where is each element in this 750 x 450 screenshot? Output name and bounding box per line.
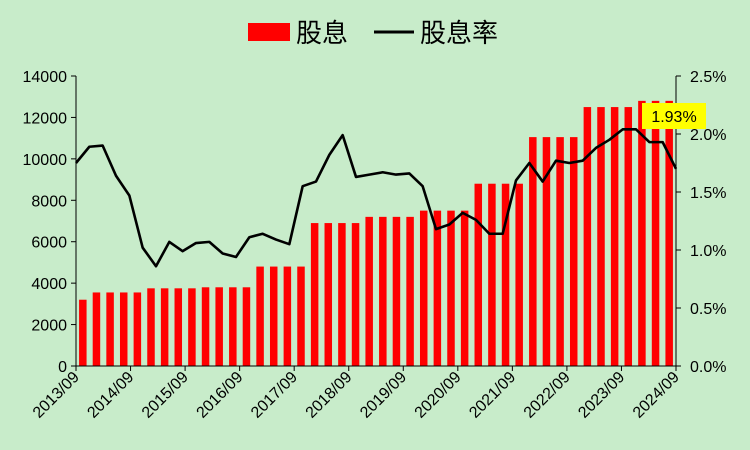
dividend-bar (515, 183, 523, 366)
x-axis-tick-label: 2022/09 (521, 369, 574, 422)
right-axis-tick-label: 1.0% (690, 243, 726, 260)
dividend-bar (174, 288, 183, 366)
dividend-bar (651, 100, 660, 367)
left-axis-tick-label: 10000 (23, 152, 68, 169)
right-axis-tick-label: 2.5% (690, 69, 726, 86)
dividend-bar (242, 287, 251, 366)
x-axis-tick-label: 2015/09 (139, 369, 192, 422)
right-axis-tick-labels: 0.0% 0.5% 1.0% 1.5% 2.0% 2.5% (690, 69, 726, 376)
left-axis-tick-label: 8000 (31, 193, 67, 210)
x-axis-tick-label: 2024/09 (630, 369, 683, 422)
legend: 股息 股息率 (248, 19, 498, 49)
x-axis-tick-label: 2018/09 (303, 369, 356, 422)
dividend-bar (624, 107, 633, 366)
dividend-bar (338, 223, 346, 366)
dividend-bar (610, 107, 619, 366)
dividend-bar (256, 266, 264, 366)
dividend-bar (283, 266, 292, 366)
legend-label-dividend: 股息 (296, 19, 348, 49)
dividend-bar (133, 292, 142, 366)
right-axis-tick-label: 0.5% (690, 301, 726, 318)
legend-label-yield: 股息率 (420, 19, 498, 49)
dividend-bar (542, 137, 551, 366)
dividend-bar (106, 292, 114, 366)
dividend-bar (597, 107, 605, 366)
dividend-bar (474, 183, 483, 366)
dividend-bar (160, 288, 169, 366)
dividend-bar (583, 107, 592, 366)
x-axis-tick-label: 2014/09 (84, 369, 137, 422)
right-axis-tick-label: 1.5% (690, 185, 726, 202)
left-axis-tick-label: 2000 (31, 318, 67, 335)
dividend-bar (379, 216, 387, 366)
legend-bar-swatch (248, 23, 290, 41)
dividend-bar (201, 287, 210, 366)
dividend-bar (324, 223, 333, 366)
dividend-bar (79, 299, 87, 366)
right-axis-tick-label: 2.0% (690, 127, 726, 144)
dividend-bar (419, 210, 428, 366)
x-axis-tick-labels: 2013/09 2014/09 2015/09 2016/09 2017/09 2018/… (30, 369, 683, 422)
dividend-bar (351, 223, 360, 366)
dividend-bar (501, 183, 510, 366)
left-axis-tick-labels: 0 2000 4000 6000 8000 10000 12000 14000 (23, 69, 68, 376)
dividend-bar (569, 137, 578, 366)
x-axis-tick-label: 2013/09 (30, 369, 83, 422)
x-axis-tick-label: 2023/09 (575, 369, 628, 422)
dividend-bar (92, 292, 101, 366)
dividend-bar (215, 287, 223, 366)
yield-line (74, 128, 678, 268)
axes (71, 75, 681, 371)
dividend-bar (665, 100, 673, 367)
left-axis-tick-label: 0 (58, 359, 67, 376)
dividend-bar (188, 288, 196, 366)
dividend-bar (297, 266, 305, 366)
dividend-bar (269, 266, 278, 366)
yield-line-group (74, 128, 678, 268)
dividend-bar (529, 137, 537, 366)
dividend-bar (447, 210, 455, 366)
left-axis-tick-label: 14000 (23, 69, 68, 86)
x-axis-tick-label: 2019/09 (357, 369, 410, 422)
dividend-bar (392, 216, 401, 366)
dividend-bar (147, 288, 155, 366)
x-axis-tick-label: 2017/09 (248, 369, 301, 422)
dividend-bar (119, 292, 128, 366)
dividend-bars (79, 100, 673, 367)
dividend-bar (488, 183, 496, 366)
x-axis-tick-label: 2021/09 (466, 369, 519, 422)
left-axis-tick-label: 4000 (31, 276, 67, 293)
dividend-bar (460, 210, 469, 366)
dividend-bar (638, 100, 646, 367)
dividend-bar (365, 216, 373, 366)
yield-callout: 1.93% (642, 103, 706, 129)
dividend-bar (310, 223, 319, 366)
callout-text: 1.93% (651, 109, 696, 126)
x-axis-tick-label: 2016/09 (194, 369, 247, 422)
callout-box (642, 103, 706, 129)
left-axis-tick-label: 6000 (31, 235, 67, 252)
dividend-bar (229, 287, 237, 366)
dividend-bar (556, 137, 564, 366)
x-axis-tick-label: 2020/09 (412, 369, 465, 422)
right-axis-tick-label: 0.0% (690, 359, 726, 376)
dividend-bar (406, 216, 414, 366)
dividend-bar (433, 210, 442, 366)
left-axis-tick-label: 12000 (23, 110, 68, 127)
